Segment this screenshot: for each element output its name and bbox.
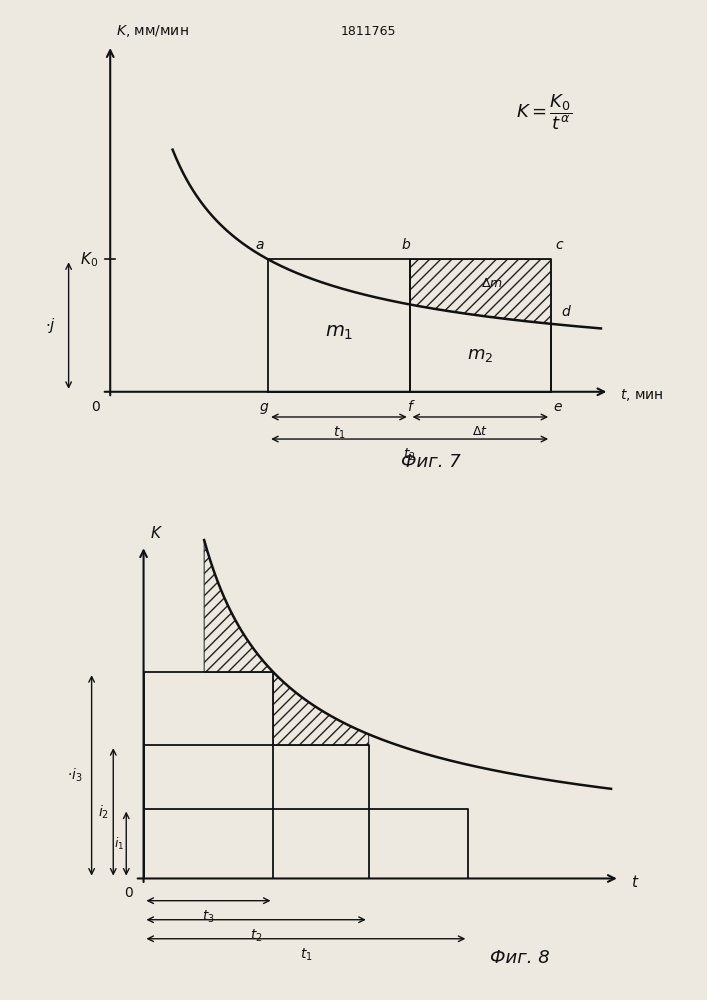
Text: $t_2$: $t_2$ <box>250 928 262 944</box>
Text: d: d <box>561 305 570 319</box>
Text: g: g <box>259 400 269 414</box>
Text: $i_2$: $i_2$ <box>98 803 109 821</box>
Text: $K$, мм/мин: $K$, мм/мин <box>117 23 189 39</box>
Text: 1811765: 1811765 <box>340 25 396 38</box>
Text: $K$: $K$ <box>150 525 163 541</box>
Text: $\cdot i_3$: $\cdot i_3$ <box>67 767 83 784</box>
Text: $\cdot j$: $\cdot j$ <box>45 316 56 335</box>
Text: a: a <box>256 238 264 252</box>
Text: f: f <box>407 400 412 414</box>
Text: $\Delta t$: $\Delta t$ <box>472 425 489 438</box>
Text: Фиг. 7: Фиг. 7 <box>401 453 460 471</box>
Text: Фиг. 8: Фиг. 8 <box>490 949 550 967</box>
Text: $t$, мин: $t$, мин <box>619 387 663 403</box>
Text: e: e <box>553 400 561 414</box>
Text: 0: 0 <box>91 400 100 414</box>
Text: b: b <box>401 238 410 252</box>
Text: $t_1$: $t_1$ <box>300 947 312 963</box>
Text: $m_2$: $m_2$ <box>467 346 493 364</box>
Text: $m_1$: $m_1$ <box>325 323 353 342</box>
Text: $K_0$: $K_0$ <box>80 250 98 269</box>
Text: $t_3$: $t_3$ <box>202 909 215 925</box>
Text: c: c <box>556 238 563 252</box>
Text: $t_2$: $t_2$ <box>403 447 416 463</box>
Text: $t_1$: $t_1$ <box>332 425 345 441</box>
Text: $t$: $t$ <box>631 874 639 890</box>
Text: $\Delta m$: $\Delta m$ <box>481 277 503 290</box>
Text: $K = \dfrac{K_0}{t^\alpha}$: $K = \dfrac{K_0}{t^\alpha}$ <box>516 92 573 132</box>
Text: $i_1$: $i_1$ <box>114 836 124 852</box>
Text: 0: 0 <box>124 886 133 900</box>
